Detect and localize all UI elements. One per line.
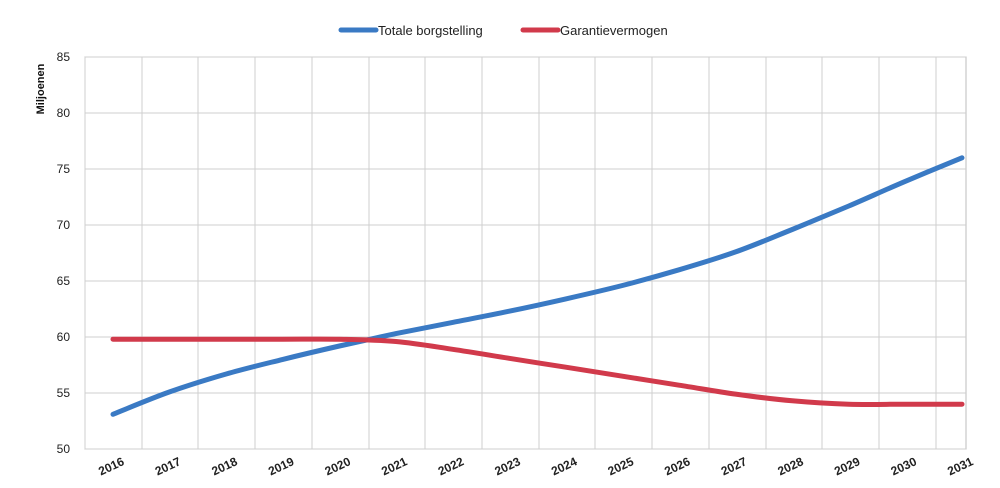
y-tick-label-70: 70 <box>57 218 71 232</box>
x-tick-label-2031: 2031 <box>945 454 975 478</box>
series-line-totale-borgstelling <box>110 155 965 417</box>
y-tick-label-60: 60 <box>57 330 71 344</box>
x-tick-label-2022: 2022 <box>436 454 466 478</box>
x-tick-labels: 2016 2017 2018 2019 2020 2021 2022 2023 2024 2025… <box>96 454 975 478</box>
x-tick-label-2017: 2017 <box>153 454 183 478</box>
x-tick-label-2027: 2027 <box>719 454 749 478</box>
y-tick-label-65: 65 <box>57 274 71 288</box>
x-tick-label-2018: 2018 <box>209 454 239 478</box>
x-tick-label-2020: 2020 <box>323 454 353 478</box>
x-tick-label-2028: 2028 <box>775 454 805 478</box>
legend-label-garantievermogen: Garantievermogen <box>560 23 668 38</box>
x-tick-label-2025: 2025 <box>606 454 636 478</box>
x-tick-label-2019: 2019 <box>266 454 296 478</box>
legend-label-totale-borgstelling: Totale borgstelling <box>378 23 483 38</box>
y-tick-label-75: 75 <box>57 162 71 176</box>
x-tick-label-2016: 2016 <box>96 454 126 478</box>
x-tick-label-2024: 2024 <box>549 454 579 478</box>
x-tick-label-2023: 2023 <box>492 454 522 478</box>
x-tick-label-2021: 2021 <box>379 454 409 478</box>
y-axis-label: Miljoenen <box>35 63 47 114</box>
y-tick-label-50: 50 <box>57 442 71 456</box>
x-tick-label-2030: 2030 <box>889 454 919 478</box>
x-tick-label-2026: 2026 <box>662 454 692 478</box>
series-lines <box>110 155 965 417</box>
y-tick-labels: 50 55 60 65 70 75 80 85 <box>57 50 71 456</box>
y-tick-label-80: 80 <box>57 106 71 120</box>
x-tick-label-2029: 2029 <box>832 454 862 478</box>
y-tick-label-85: 85 <box>57 50 71 64</box>
legend: Totale borgstelling Garantievermogen <box>338 23 668 38</box>
plot-frame <box>84 56 967 450</box>
series-line-garantievermogen <box>110 336 965 407</box>
y-tick-label-55: 55 <box>57 386 71 400</box>
gridlines <box>84 56 967 450</box>
